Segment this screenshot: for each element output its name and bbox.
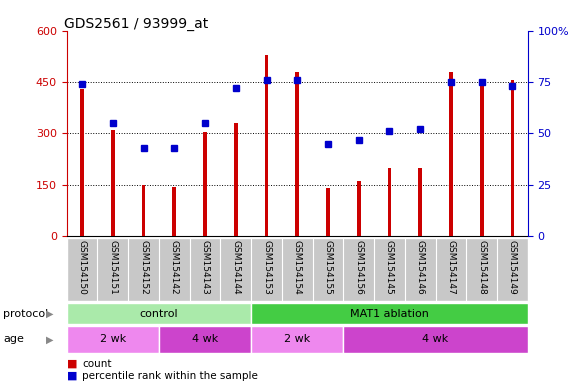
Text: ■: ■ — [67, 359, 77, 369]
Bar — [387, 168, 392, 236]
Bar — [159, 326, 251, 353]
Text: protocol: protocol — [3, 309, 48, 319]
Bar — [510, 80, 514, 236]
Text: ■: ■ — [67, 371, 77, 381]
Text: GSM154142: GSM154142 — [170, 240, 179, 295]
Text: GSM154148: GSM154148 — [477, 240, 486, 295]
Text: MAT1 ablation: MAT1 ablation — [350, 309, 429, 319]
Bar — [67, 303, 251, 324]
Bar — [172, 187, 176, 236]
Text: count: count — [82, 359, 112, 369]
Text: GDS2561 / 93999_at: GDS2561 / 93999_at — [64, 17, 208, 31]
Bar — [480, 80, 484, 236]
Text: 2 wk: 2 wk — [100, 334, 126, 344]
Bar — [251, 326, 343, 353]
Bar — [418, 168, 422, 236]
Text: GSM154153: GSM154153 — [262, 240, 271, 295]
Text: ▶: ▶ — [46, 334, 53, 344]
Bar — [67, 326, 159, 353]
Bar — [357, 181, 361, 236]
Bar — [295, 72, 299, 236]
Bar — [234, 123, 238, 236]
Text: GSM154152: GSM154152 — [139, 240, 148, 295]
Text: percentile rank within the sample: percentile rank within the sample — [82, 371, 258, 381]
Text: GSM154154: GSM154154 — [293, 240, 302, 295]
Text: GSM154149: GSM154149 — [508, 240, 517, 295]
Text: GSM154146: GSM154146 — [416, 240, 425, 295]
Bar — [142, 185, 146, 236]
Bar — [203, 132, 207, 236]
Text: control: control — [140, 309, 178, 319]
Text: GSM154143: GSM154143 — [201, 240, 209, 295]
Text: GSM154156: GSM154156 — [354, 240, 363, 295]
Text: GSM154145: GSM154145 — [385, 240, 394, 295]
Text: GSM154144: GSM154144 — [231, 240, 240, 295]
Bar — [343, 326, 528, 353]
Text: 4 wk: 4 wk — [422, 334, 449, 344]
Text: ▶: ▶ — [46, 309, 53, 319]
Text: age: age — [3, 334, 24, 344]
Text: GSM154147: GSM154147 — [447, 240, 455, 295]
Text: GSM154150: GSM154150 — [78, 240, 86, 295]
Bar — [449, 72, 453, 236]
Text: 4 wk: 4 wk — [192, 334, 218, 344]
Bar — [264, 55, 269, 236]
Bar — [111, 130, 115, 236]
Text: GSM154151: GSM154151 — [108, 240, 117, 295]
Bar — [251, 303, 528, 324]
Text: GSM154155: GSM154155 — [324, 240, 332, 295]
Bar — [326, 188, 330, 236]
Bar — [80, 89, 84, 236]
Text: 2 wk: 2 wk — [284, 334, 310, 344]
